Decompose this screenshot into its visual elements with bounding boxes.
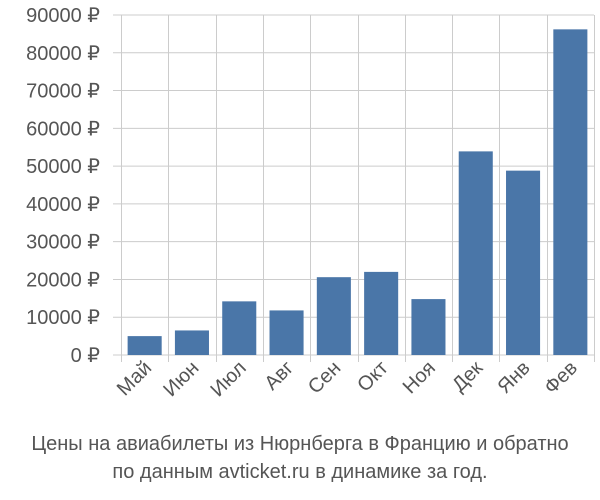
- x-tick-label: Июл: [207, 357, 251, 401]
- bar-8: [458, 151, 493, 355]
- bar-5: [316, 277, 351, 355]
- y-tick-label: 30000 ₽: [26, 232, 100, 254]
- x-tick-label: Фев: [540, 357, 582, 399]
- y-tick-label: 70000 ₽: [26, 81, 100, 103]
- x-tick-label: Дек: [448, 357, 487, 396]
- y-tick-label: 0 ₽: [71, 345, 101, 367]
- x-tick-label: Июн: [159, 357, 203, 401]
- y-tick-label: 50000 ₽: [26, 156, 100, 178]
- bar-4: [269, 310, 304, 355]
- chart-caption: Цены на авиабилеты из Нюрнберга в Франци…: [0, 430, 600, 486]
- bar-2: [174, 330, 209, 355]
- bar-6: [364, 271, 399, 355]
- y-tick-label: 10000 ₽: [26, 307, 100, 329]
- bar-1: [127, 336, 162, 355]
- x-tick-label: Сен: [304, 357, 345, 398]
- bar-3: [222, 301, 257, 355]
- bar-9: [506, 170, 541, 355]
- y-tick-label: 40000 ₽: [26, 194, 100, 216]
- y-tick-label: 80000 ₽: [26, 43, 100, 65]
- x-tick-label: Ноя: [399, 357, 440, 398]
- x-tick-label: Авг: [260, 357, 298, 395]
- caption-line-2: по данным avticket.ru в динамике за год.: [112, 461, 488, 483]
- y-tick-label: 60000 ₽: [26, 118, 100, 140]
- x-tick-label: Янв: [493, 357, 534, 398]
- x-tick-label: Май: [113, 357, 156, 400]
- bar-10: [553, 29, 588, 355]
- bar-7: [411, 299, 446, 355]
- y-tick-label: 20000 ₽: [26, 269, 100, 291]
- y-tick-label: 90000 ₽: [26, 5, 100, 27]
- x-tick-label: Окт: [353, 357, 392, 396]
- caption-line-1: Цены на авиабилеты из Нюрнберга в Франци…: [31, 433, 569, 455]
